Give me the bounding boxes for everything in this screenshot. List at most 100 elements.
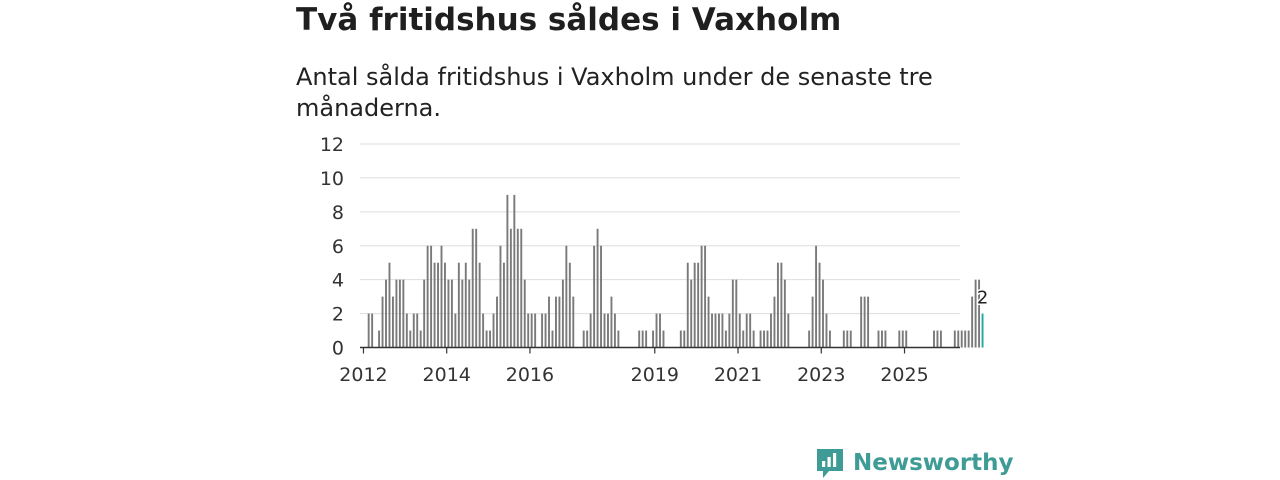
bar: [416, 313, 419, 348]
bar: [603, 313, 606, 348]
bar: [763, 330, 765, 348]
bar: [742, 330, 745, 348]
bar: [707, 296, 710, 348]
bar: [388, 262, 391, 348]
bar: [860, 296, 863, 348]
bar-highlight: [981, 313, 984, 348]
bar: [367, 313, 370, 348]
bar: [412, 313, 415, 348]
bar: [419, 330, 422, 348]
bar: [745, 313, 748, 348]
bar: [933, 330, 935, 348]
bar: [867, 296, 870, 348]
y-tick-label: 12: [320, 134, 344, 156]
x-tick-label: 2025: [880, 364, 928, 386]
bar: [679, 330, 682, 348]
bar: [502, 262, 505, 348]
bar: [815, 245, 818, 348]
x-tick-label: 2012: [339, 364, 387, 386]
bar: [641, 330, 644, 348]
bar: [711, 313, 713, 348]
bar: [523, 279, 526, 348]
bar: [749, 313, 752, 348]
bar: [600, 245, 602, 348]
bar: [471, 228, 474, 348]
bar: [773, 296, 776, 348]
bar: [385, 279, 387, 348]
bar: [863, 296, 866, 348]
bar: [506, 194, 509, 348]
bar: [828, 330, 831, 348]
y-tick-label: 2: [332, 304, 344, 326]
bar: [686, 262, 689, 348]
y-tick-label: 4: [332, 270, 344, 292]
bar: [714, 313, 717, 348]
bar: [780, 262, 783, 348]
bar: [974, 279, 977, 348]
bar: [652, 330, 655, 348]
bar: [953, 330, 956, 348]
bar: [489, 330, 492, 348]
bar: [978, 279, 981, 348]
bar: [561, 279, 564, 348]
bar: [450, 279, 453, 348]
bar: [967, 330, 970, 348]
bar: [901, 330, 904, 348]
bar: [398, 279, 401, 348]
bar: [391, 296, 394, 348]
bar: [558, 296, 561, 348]
bar: [721, 313, 724, 348]
chart-title: Två fritidshus såldes i Vaxholm: [296, 2, 842, 38]
bar: [530, 313, 533, 348]
bar: [898, 330, 901, 348]
bar: [776, 262, 779, 348]
bar: [461, 279, 464, 348]
bar: [457, 262, 460, 348]
bar: [482, 313, 485, 348]
bar: [409, 330, 412, 348]
x-tick-label: 2023: [797, 364, 845, 386]
bar: [430, 245, 433, 348]
bar: [464, 262, 467, 348]
gridlines: [360, 143, 960, 315]
bar: [475, 228, 478, 348]
bar: [613, 313, 616, 348]
bar: [541, 313, 544, 348]
bar: [423, 279, 426, 348]
bar: [700, 245, 703, 348]
bar: [426, 245, 429, 348]
bar: [378, 330, 381, 348]
bar: [544, 313, 547, 348]
bar: [565, 245, 568, 348]
bar: [697, 262, 700, 348]
bar: [468, 279, 471, 348]
bar: [811, 296, 814, 348]
bar: [596, 228, 599, 348]
data-labels: 2: [975, 286, 989, 310]
x-tick-label: 2019: [631, 364, 679, 386]
bar: [738, 313, 741, 348]
bar: [787, 313, 790, 348]
y-tick-label: 0: [332, 338, 344, 360]
bar: [492, 313, 495, 348]
bar: [957, 330, 960, 348]
x-tick-label: 2016: [506, 364, 554, 386]
x-axis: 2012 2014 2016 2019 2021 2023 2025: [339, 346, 960, 386]
x-tick-label: 2021: [714, 364, 762, 386]
bar: [731, 279, 734, 348]
bar: [683, 330, 686, 348]
bar: [752, 330, 755, 348]
bar: [395, 279, 398, 348]
bar: [447, 279, 450, 348]
bar: [842, 330, 845, 348]
bar: [568, 262, 571, 348]
bar: [551, 330, 554, 348]
bar: [846, 330, 849, 348]
bar: [704, 245, 707, 348]
bar: [939, 330, 942, 348]
bar: [527, 313, 530, 348]
bar: [516, 228, 519, 348]
bar: [454, 313, 457, 348]
chart-subtitle: Antal sålda fritidshus i Vaxholm under d…: [296, 63, 933, 122]
